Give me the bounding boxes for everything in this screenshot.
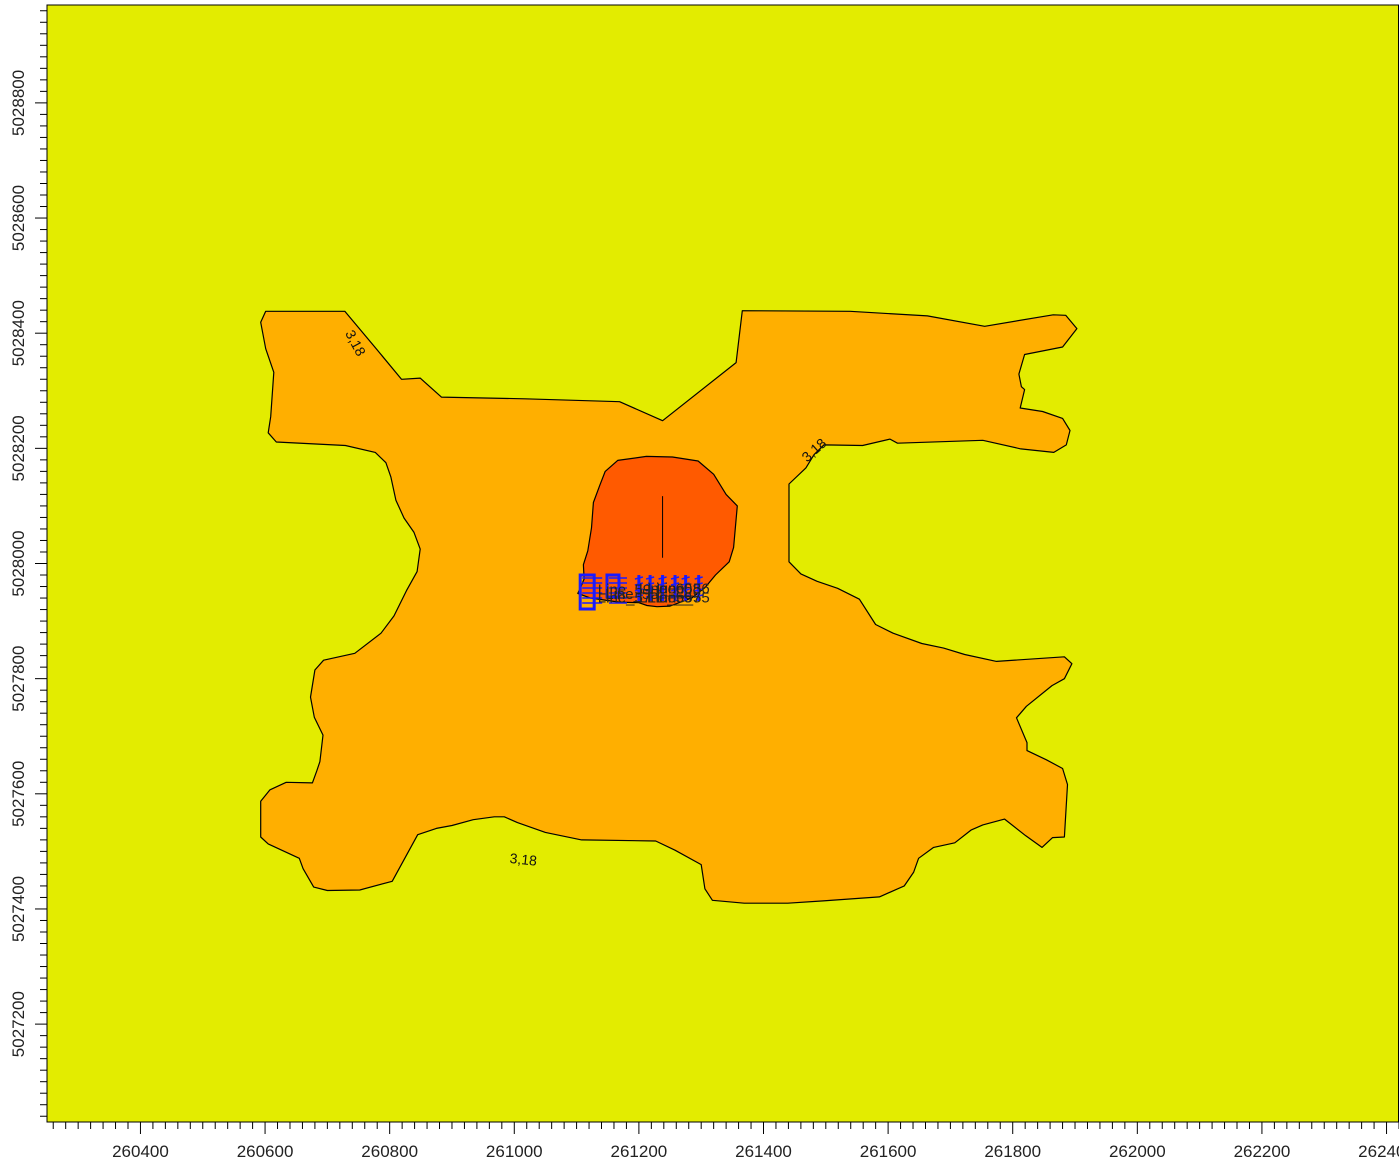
point-source-4	[670, 575, 680, 602]
source-label: Line_60	[639, 580, 692, 597]
source-block	[605, 573, 621, 599]
isoline-3-18-area	[260, 310, 1078, 904]
source-stack-mark	[670, 576, 680, 580]
point-source-1	[634, 575, 644, 602]
source-stack-mark	[658, 582, 667, 586]
highest-level-area	[577, 455, 738, 608]
x-tick-label: 261200	[611, 1142, 668, 1161]
source-stack-mark	[681, 594, 690, 598]
source-stack-mark	[681, 576, 690, 580]
y-tick-label: 5028000	[9, 530, 28, 596]
source-stack-mark	[694, 576, 703, 580]
point-source-2	[645, 575, 655, 602]
source-label: Line_59	[639, 590, 692, 607]
y-tick-label: 5028400	[9, 300, 28, 366]
source-stack-mark	[670, 594, 680, 598]
y-tick-label: 5028600	[9, 185, 28, 251]
source-stack-mark	[645, 582, 655, 586]
source-stack-mark	[645, 576, 655, 580]
x-tick-label: 260600	[237, 1142, 294, 1161]
source-label: Line_55	[656, 590, 709, 607]
y-tick-label: 5028800	[9, 70, 28, 136]
emission-sources	[578, 496, 703, 611]
source-stack-mark	[634, 594, 644, 598]
source-stack-mark	[645, 594, 655, 598]
source-label: Line_55	[605, 586, 658, 603]
point-source-6	[694, 575, 703, 602]
x-tick-label: 262000	[1109, 1142, 1166, 1161]
source-stack-mark	[645, 588, 655, 592]
x-tick-label: 261600	[860, 1142, 917, 1161]
source-stack-mark	[670, 588, 680, 592]
x-tick-label: 260400	[112, 1142, 169, 1161]
source-stack-mark	[658, 594, 667, 598]
y-tick-label: 5027800	[9, 646, 28, 712]
source-label: Line_58	[648, 580, 701, 597]
source-label: Line_56	[656, 580, 709, 597]
source-stack-mark	[634, 582, 644, 586]
x-tick-label: 260800	[361, 1142, 418, 1161]
point-source-3	[658, 575, 667, 602]
source-label: Line_59	[598, 582, 651, 599]
y-tick-label: 5027600	[9, 761, 28, 827]
source-stack-mark	[694, 588, 703, 592]
source-stack-mark	[670, 582, 680, 586]
source-label: Line_57	[648, 590, 701, 607]
source-stack-mark	[634, 588, 644, 592]
source-stack-mark	[658, 588, 667, 592]
y-tick-label: 5028200	[9, 415, 28, 481]
x-tick-label: 262400	[1358, 1142, 1399, 1161]
y-tick-label: 5027200	[9, 991, 28, 1057]
source-stack-mark	[694, 582, 703, 586]
source-stack-mark	[658, 576, 667, 580]
source-stack-mark	[681, 582, 690, 586]
source-stack-mark	[694, 594, 703, 598]
x-tick-label: 261000	[486, 1142, 543, 1161]
source-cluster-1	[578, 573, 603, 611]
source-stack-mark	[681, 588, 690, 592]
contour-label-3-18: 3,18	[509, 850, 538, 869]
source-block	[578, 573, 596, 611]
y-tick-label: 5027400	[9, 876, 28, 942]
point-source-5	[681, 575, 690, 602]
source-stack-mark	[634, 576, 644, 580]
x-tick-label: 261400	[735, 1142, 792, 1161]
source-label: Line_57	[598, 590, 651, 607]
concentration-fill-layer	[47, 5, 1399, 1122]
source-cluster-2	[605, 573, 627, 604]
x-tick-label: 261800	[984, 1142, 1041, 1161]
axes: 260400 260600 260800 261000 261200 261400 2616…	[9, 10, 1399, 1161]
x-tick-label: 262200	[1234, 1142, 1291, 1161]
